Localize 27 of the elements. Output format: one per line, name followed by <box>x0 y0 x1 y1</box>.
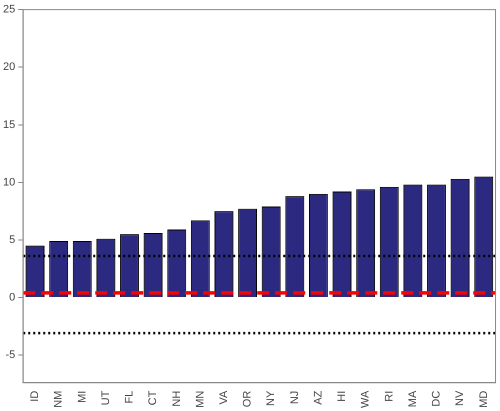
x-tick-label: HI <box>336 390 348 402</box>
y-tick-label: 15 <box>2 118 16 131</box>
y-tick-label: 5 <box>9 234 16 246</box>
x-tick-label: MN <box>194 390 206 408</box>
x-tick-label: CT <box>147 390 160 406</box>
x-tick-label: OR <box>242 390 254 408</box>
x-tick-label: MD <box>478 390 490 408</box>
x-tick-label: MI <box>76 390 88 403</box>
y-tick-label: 10 <box>2 176 16 188</box>
x-tick-label: NM <box>52 390 65 408</box>
x-tick-label: DC <box>430 390 443 407</box>
y-tick-label: -5 <box>5 349 16 362</box>
y-tick-label: 25 <box>2 4 16 16</box>
y-tick-label: 0 <box>9 292 16 304</box>
x-tick-label: MA <box>406 390 419 408</box>
x-tick-label: WA <box>360 390 372 408</box>
x-tick-label: VA <box>218 390 230 405</box>
x-tick-label: NY <box>265 390 278 406</box>
x-tick-label: AZ <box>312 390 324 405</box>
x-tick-label: NH <box>170 390 183 407</box>
x-tick-label: ID <box>29 390 42 402</box>
x-tick-label: UT <box>100 390 112 406</box>
x-tick-label: FL <box>124 390 136 404</box>
x-tick-label: RI <box>383 390 396 402</box>
x-tick-label: NV <box>454 390 466 406</box>
y-tick-label: 20 <box>2 61 16 74</box>
x-tick-label: NJ <box>288 390 301 404</box>
